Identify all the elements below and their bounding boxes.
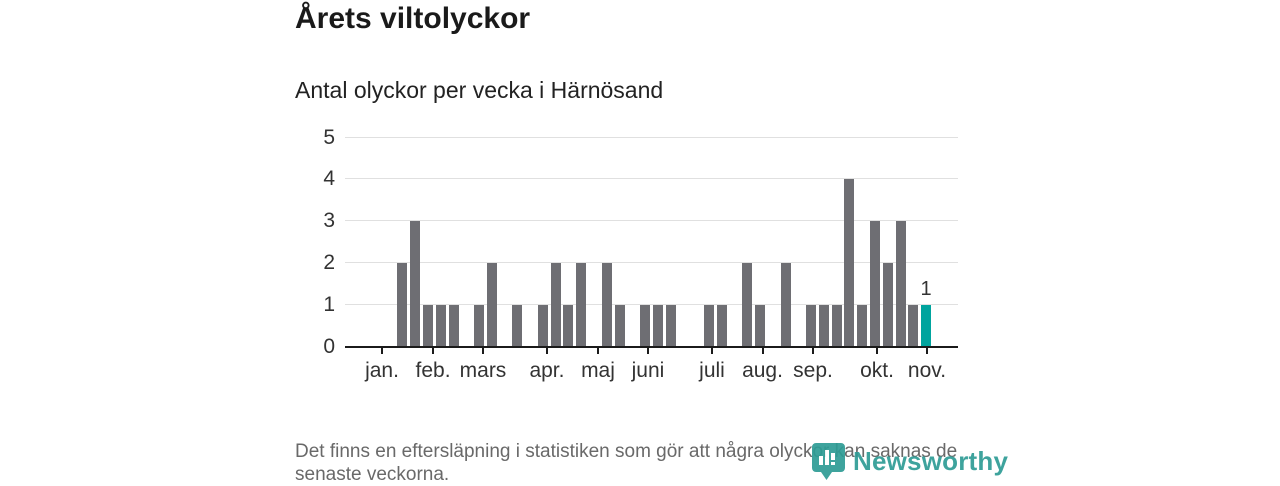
bar-week [882,263,893,347]
bar-week [869,221,880,347]
plot-area: 1 [345,127,958,347]
x-axis-tick [711,348,713,354]
newsworthy-logo: Newsworthy [812,443,1008,485]
bar-week [831,305,842,347]
bar-highlight-week [921,305,932,347]
bar-week [908,305,919,347]
x-axis-tick [596,348,599,354]
newsworthy-pin-barchart-icon [812,443,846,485]
bar-week [410,221,421,347]
bar-week [550,263,561,347]
bar-week [537,305,548,347]
x-axis-month-label: juli [699,359,725,382]
x-axis-month-label: maj [581,359,615,382]
bar-week [652,305,663,347]
bar-week [806,305,817,347]
chart-subtitle: Antal olyckor per vecka i Härnösand [295,77,664,103]
bar-week [512,305,523,347]
gridline-y1 [345,304,958,306]
bar-week [474,305,485,347]
bar-week [780,263,791,347]
x-axis-tick [925,348,928,354]
x-axis-tick [761,348,764,354]
x-axis-month-label: jan. [365,359,399,382]
x-axis-tick [545,348,548,354]
bar-chart: 1 jan. feb. mars apr. maj juni juli aug. sep. okt… [295,125,975,387]
gridline-y2 [345,262,958,264]
bar-week [563,305,574,347]
bar-week [742,263,753,347]
bar-week [665,305,676,347]
x-axis-month-label: okt. [860,359,894,382]
bar-week [716,305,727,347]
bar-week [844,179,855,347]
bar-week [857,305,868,347]
gridline-y5 [345,136,958,138]
bar-week [397,263,408,347]
bar-week [601,263,612,347]
y-axis-tick-label: 2 [323,251,335,275]
y-axis-tick-label: 3 [323,209,335,233]
bar-week [703,305,714,347]
bar-week [895,221,906,347]
gridline-y4 [345,178,958,180]
x-axis-month-label: apr. [529,359,565,382]
x-axis-month-label: aug. [742,359,783,382]
bar-week [818,305,829,347]
highlight-value-label: 1 [920,278,932,301]
x-axis-month-label: juni [631,359,665,382]
bar-week [640,305,651,347]
x-axis-month-label: mars [459,359,507,382]
bar-week [448,305,459,347]
x-axis-month-label: sep. [793,359,833,382]
x-axis-tick [876,348,879,354]
x-axis-line [345,346,958,348]
y-axis-tick-label: 4 [323,167,335,191]
page-title: Årets viltolyckor [295,2,531,35]
y-axis-tick-label: 1 [323,293,335,317]
bar-week [435,305,446,347]
bar-week [614,305,625,347]
bar-week [486,263,497,347]
x-axis-tick [647,348,649,354]
bar-week [755,305,766,347]
x-axis-tick [481,348,484,354]
x-axis-tick [432,348,435,354]
y-axis-tick-label: 5 [323,125,335,149]
bar-week [576,263,587,347]
y-axis-tick-label: 0 [323,335,335,358]
x-axis-tick [381,348,384,354]
x-axis-tick [812,348,815,354]
x-axis-month-label: nov. [907,359,947,382]
gridline-y3 [345,220,958,222]
x-axis-month-label: feb. [415,359,451,382]
bar-week [423,305,433,347]
newsworthy-wordmark: Newsworthy [853,446,1009,476]
